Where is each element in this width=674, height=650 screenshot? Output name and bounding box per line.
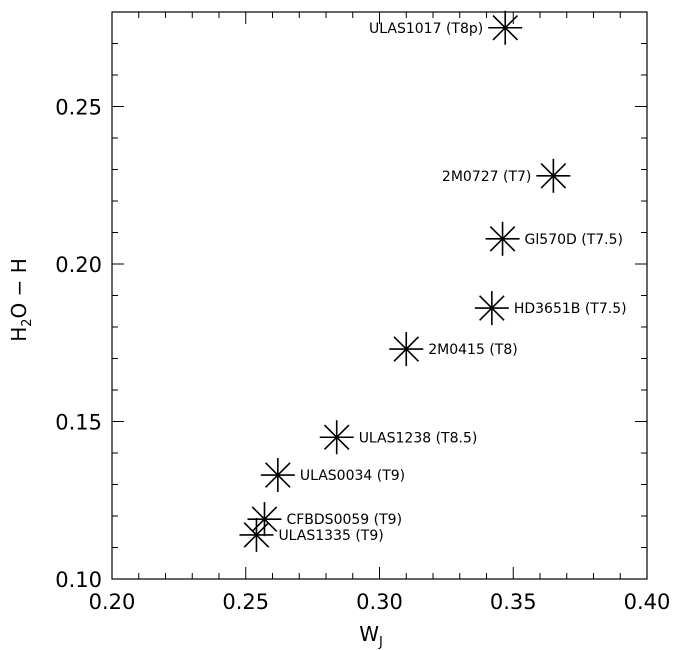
- x-tick-label: 0.40: [624, 590, 671, 614]
- x-tick-label: 0.25: [222, 590, 269, 614]
- data-point-marker: [474, 291, 509, 326]
- x-tick-label: 0.20: [89, 590, 136, 614]
- y-axis-label-sub: 2: [20, 318, 35, 326]
- data-point-marker: [389, 332, 424, 367]
- y-axis-label-rest: O − H: [7, 258, 31, 318]
- data-point-label: ULAS1335 (T9): [278, 528, 383, 544]
- y-tick-label: 0.25: [55, 96, 102, 120]
- data-point-marker: [260, 458, 295, 493]
- data-point-marker: [536, 158, 571, 193]
- data-points: [239, 10, 571, 552]
- x-axis-label-main: W: [359, 622, 379, 646]
- x-axis-label-sub: J: [378, 635, 383, 650]
- y-tick-label: 0.20: [55, 253, 102, 277]
- x-axis-label: WJ: [359, 622, 383, 650]
- data-point-label: HD3651B (T7.5): [514, 301, 627, 317]
- axis-ticks: [111, 12, 648, 580]
- data-point-label: 2M0415 (T8): [428, 342, 517, 358]
- data-point-label: 2M0727 (T7): [442, 169, 531, 185]
- tick-labels: 0.20 0.25 0.30 0.35 0.40 0.10 0.15 0.20 0.25: [55, 96, 670, 615]
- data-point-marker: [319, 420, 354, 455]
- data-point-label: ULAS1238 (T8.5): [359, 430, 478, 446]
- y-axis-label: H2O − H: [7, 258, 35, 342]
- data-point-marker: [485, 221, 520, 256]
- data-point-label: Gl570D (T7.5): [525, 232, 623, 248]
- data-point-marker: [488, 10, 523, 45]
- x-tick-label: 0.30: [356, 590, 403, 614]
- data-point-label: ULAS0034 (T9): [300, 468, 405, 484]
- y-tick-label: 0.10: [55, 568, 102, 592]
- data-point-label: ULAS1017 (T8p): [369, 21, 483, 37]
- y-axis-label-main: H: [7, 327, 31, 342]
- plot-frame: [111, 11, 648, 580]
- x-tick-label: 0.35: [490, 590, 537, 614]
- data-point-marker: [239, 517, 274, 552]
- data-point-label: CFBDS0059 (T9): [286, 512, 402, 528]
- y-tick-label: 0.15: [55, 411, 102, 435]
- point-labels: ULAS1017 (T8p) 2M0727 (T7) Gl570D (T7.5) HD…: [278, 21, 626, 544]
